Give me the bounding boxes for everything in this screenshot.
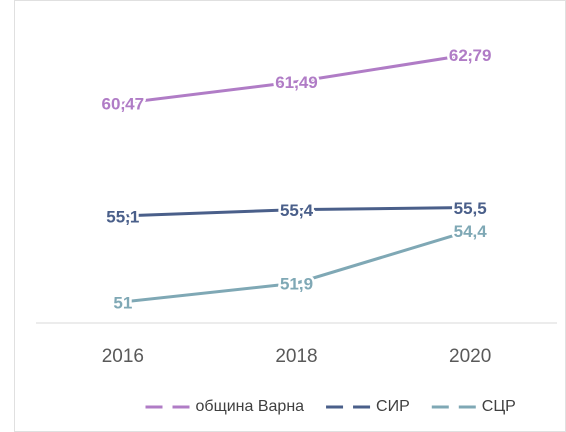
legend-label: СИР [376, 398, 410, 415]
series-line [121, 206, 472, 218]
data-label: 62,79 [449, 46, 492, 65]
x-tick-label: 2018 [275, 346, 317, 367]
series-line [121, 52, 472, 105]
x-tick-label: 2020 [449, 346, 491, 367]
legend-label: СЦР [482, 398, 516, 415]
data-label: 61,49 [275, 73, 318, 92]
legend-label: община Варна [196, 398, 305, 415]
data-label: 55,1 [106, 207, 139, 226]
data-label: 54,4 [454, 222, 488, 241]
data-label: 51,9 [280, 275, 313, 294]
data-label: 55,4 [280, 201, 314, 220]
data-label: 51 [113, 293, 132, 312]
data-label: 60,47 [102, 95, 145, 114]
x-tick-label: 2016 [102, 346, 144, 367]
series-line [121, 229, 472, 304]
data-label: 55,5 [454, 199, 487, 218]
